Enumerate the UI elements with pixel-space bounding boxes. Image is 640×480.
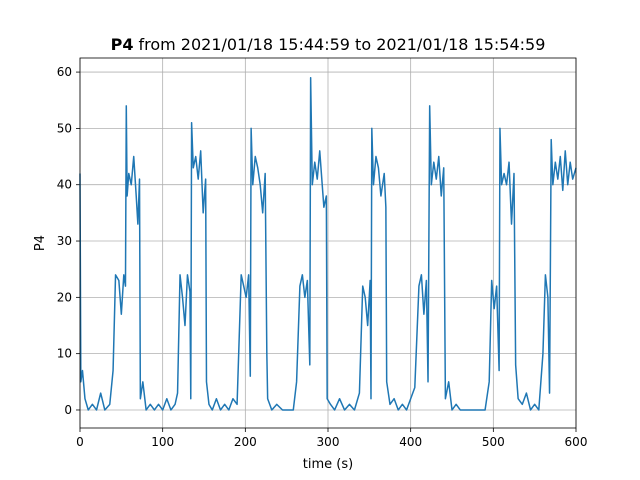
y-tick-label: 30 [57,234,72,248]
x-tick-label: 500 [482,435,505,449]
y-tick-label: 40 [57,178,72,192]
y-tick-label: 50 [57,121,72,135]
x-tick-label: 200 [234,435,257,449]
title-prefix: P4 [111,35,134,54]
x-tick-label: 600 [565,435,588,449]
x-axis-label: time (s) [303,457,353,472]
x-tick-label: 300 [317,435,340,449]
y-tick-label: 60 [57,65,72,79]
x-tick-label: 400 [399,435,422,449]
y-axis-label: P4 [33,235,48,251]
y-tick-label: 10 [57,347,72,361]
x-tick-label: 100 [151,435,174,449]
x-tick-label: 0 [76,435,84,449]
title-text: from 2021/01/18 15:44:59 to 2021/01/18 1… [138,35,545,54]
y-tick-label: 20 [57,290,72,304]
chart-title: P4 from 2021/01/18 15:44:59 to 2021/01/18… [111,35,546,54]
data-line [79,76,577,411]
axes-frame [79,57,577,429]
y-tick-label: 0 [64,403,72,417]
